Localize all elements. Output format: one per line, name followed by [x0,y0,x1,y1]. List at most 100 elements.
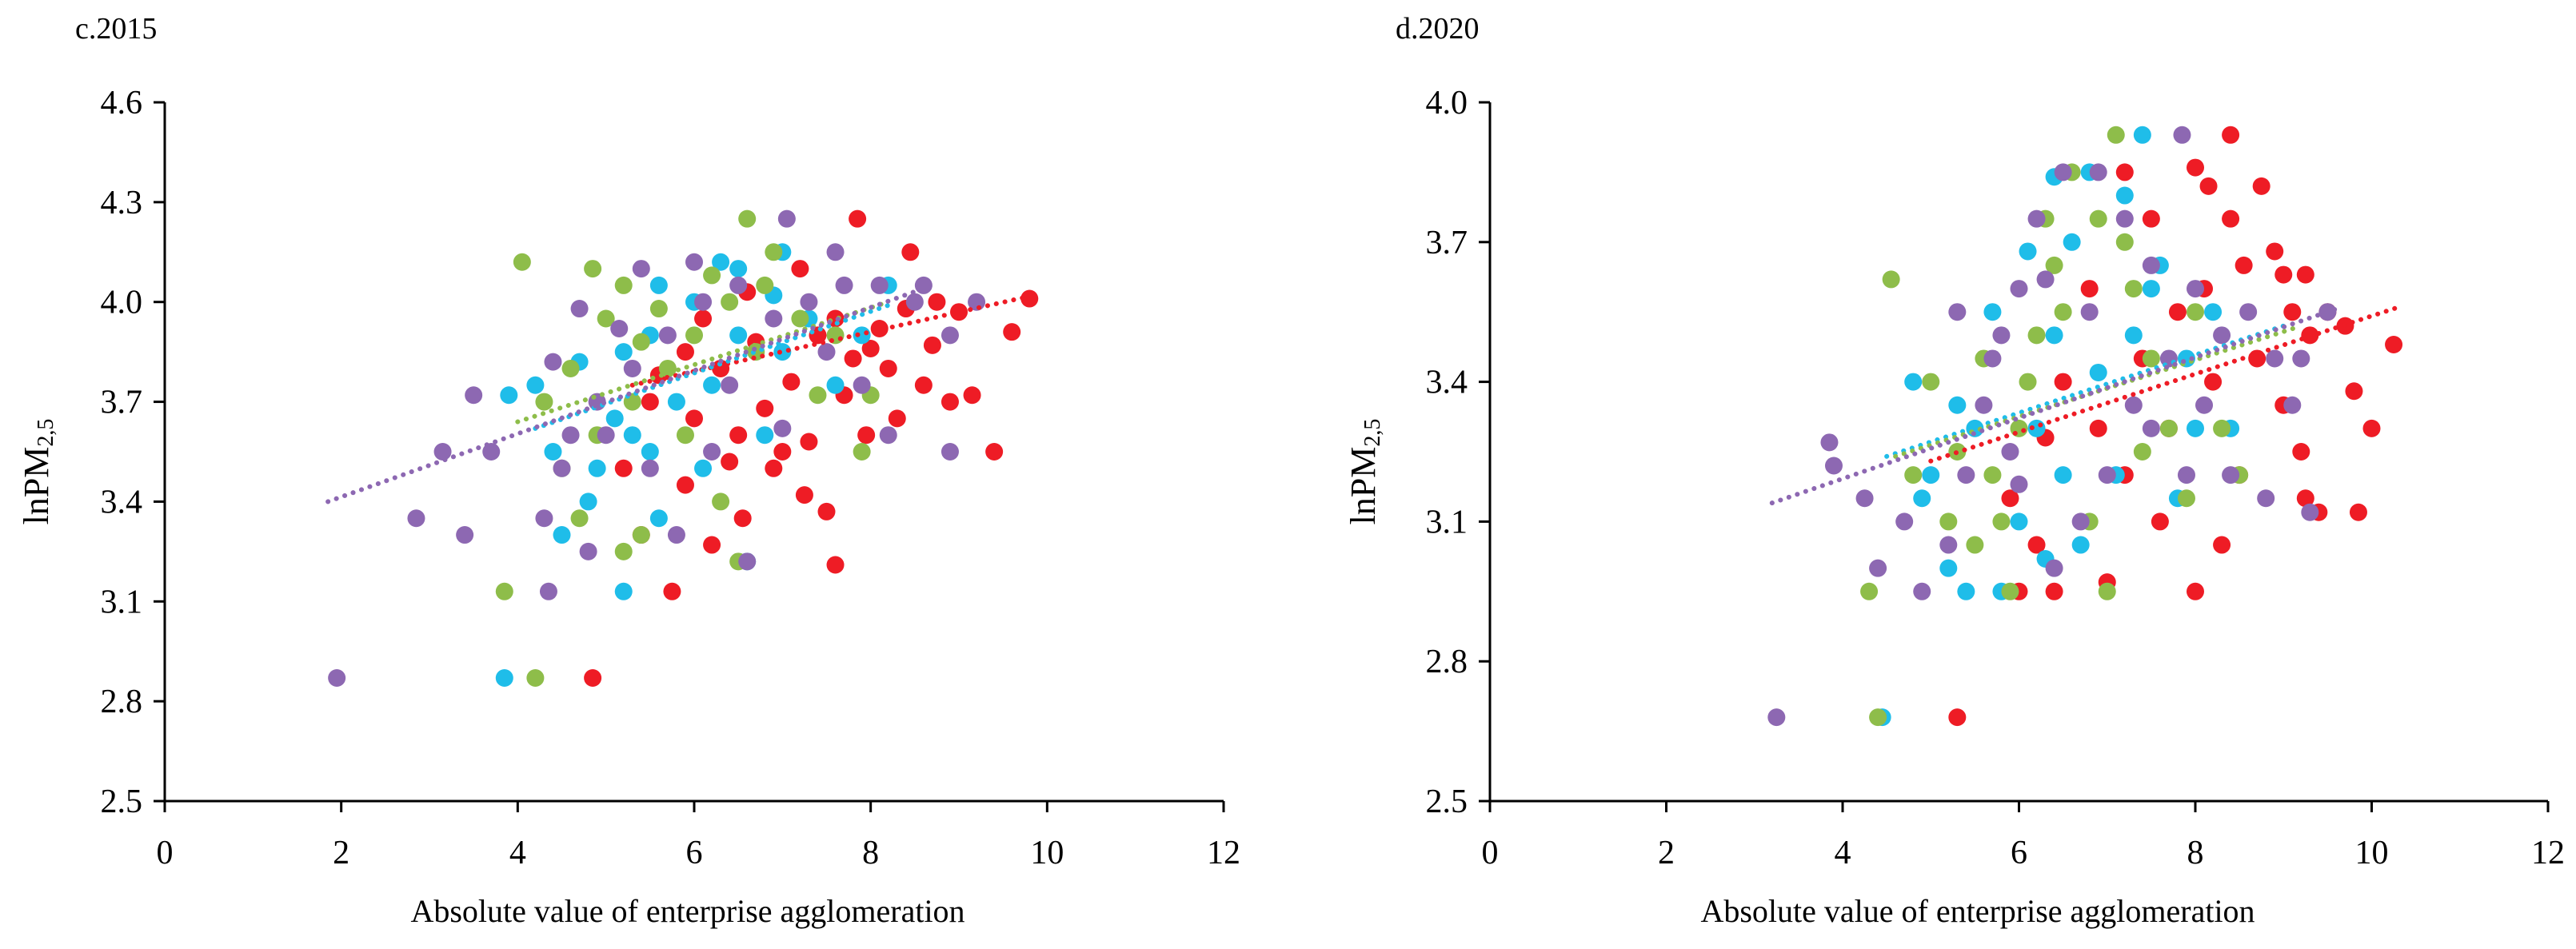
data-point-green [2187,303,2204,321]
data-point-green [584,260,602,278]
data-point-red [676,476,694,494]
data-point-red [1948,708,1967,727]
data-point-green [703,266,721,285]
data-point-green [513,253,531,271]
data-point-cyan [2089,363,2107,381]
data-point-red [729,426,748,445]
data-point-green [1860,582,1879,600]
data-point-purple [773,419,792,437]
data-point-red [2204,373,2223,391]
data-point-purple [1957,466,1975,484]
data-point-purple [1895,512,1914,531]
data-point-cyan [712,253,730,271]
data-point-purple [941,443,959,461]
data-point-cyan [641,443,659,461]
data-point-cyan [2063,233,2081,251]
data-point-cyan [703,376,721,394]
data-point-purple [2173,126,2191,144]
data-point-cyan [649,276,668,294]
trendline-purple [325,282,935,504]
y-tick-label: 2.8 [1426,644,1468,680]
data-point-purple [1983,349,2002,368]
data-point-red [914,376,933,394]
y-tick-label: 4.0 [1426,85,1468,122]
data-point-red [721,453,739,471]
data-point-cyan [826,376,845,394]
x-tick-label: 0 [1482,835,1499,871]
y-tick-label: 4.3 [101,185,143,221]
data-point-cyan [2204,303,2223,321]
data-point-red [2266,242,2284,261]
x-tick-label: 4 [1835,835,1851,871]
data-point-cyan [2133,126,2151,144]
data-point-purple [641,459,659,477]
data-point-purple [685,253,703,271]
data-point-red [2187,582,2204,600]
y-tick-label: 2.8 [101,684,143,720]
data-point-purple [2142,256,2160,274]
data-point-green [2045,256,2063,274]
data-point-cyan [1939,559,1958,577]
x-tick-label: 12 [1207,835,1240,871]
data-point-purple [658,326,677,345]
data-point-red [765,459,783,477]
data-point-purple [2071,512,2090,531]
data-point-purple [2187,280,2204,298]
data-point-red [861,339,880,357]
chart-title: d.2020 [1396,12,1480,46]
data-point-purple [2010,280,2028,298]
data-point-purple [817,343,836,361]
data-point-cyan [553,526,571,544]
data-point-purple [544,353,562,371]
data-point-green [1869,708,1887,727]
x-tick-label: 4 [509,835,526,871]
data-point-cyan [614,343,633,361]
data-point-purple [1913,582,1931,600]
data-point-red [1020,289,1039,308]
data-point-cyan [694,459,713,477]
data-point-purple [2080,303,2099,321]
data-point-green [712,492,730,511]
data-point-purple [2045,559,2063,577]
data-point-cyan [588,459,606,477]
data-point-red [923,336,941,354]
data-point-green [597,309,615,328]
data-point-purple [870,276,889,294]
data-point-purple [2142,419,2160,437]
data-point-purple [2001,443,2019,461]
data-point-purple [826,243,845,261]
data-point-purple [2283,396,2302,414]
data-point-green [2010,419,2028,437]
data-point-green [685,326,703,345]
data-point-red [2187,158,2204,177]
data-point-green [1966,536,1984,554]
trendline-red [629,293,1036,388]
data-point-green [495,582,513,600]
data-point-red [641,393,659,411]
data-point-purple [632,260,650,278]
x-tick-label: 8 [862,835,879,871]
data-point-green [826,326,845,345]
data-point-cyan [526,376,545,394]
data-point-purple [328,669,346,688]
data-point-purple [1948,303,1967,321]
data-point-purple [2098,466,2116,484]
data-point-red [941,393,959,411]
data-point-red [879,359,897,377]
data-point-purple [2010,475,2028,493]
data-point-purple [777,209,796,228]
data-point-red [614,459,633,477]
data-point-green [1939,512,1958,531]
data-point-purple [853,376,871,394]
series-cyan [495,243,897,688]
x-axis-label: Absolute value of enterprise agglomerati… [410,893,965,929]
data-point-red [2283,303,2302,321]
data-point-cyan [2187,419,2204,437]
data-point-purple [2124,396,2143,414]
series-cyan [1873,126,2240,727]
data-point-purple [1824,457,1843,475]
data-point-cyan [2115,186,2134,205]
data-point-cyan [623,426,641,445]
data-point-purple [433,443,452,461]
data-point-purple [561,426,580,445]
